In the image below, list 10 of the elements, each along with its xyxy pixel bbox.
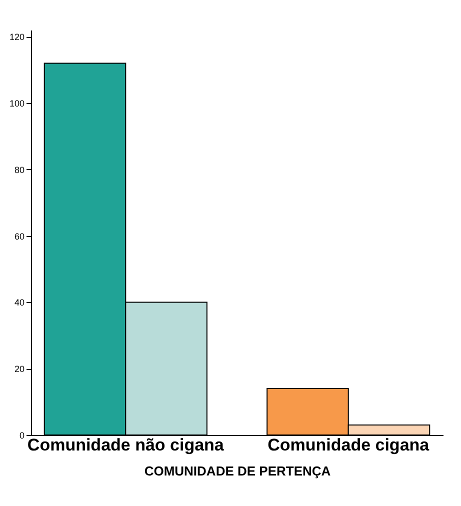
- y-tick-label: 40: [14, 298, 24, 308]
- y-tick-label: 100: [9, 98, 24, 109]
- y-tick-label: 20: [14, 364, 24, 374]
- y-tick-label: 0: [19, 430, 24, 440]
- x-tick-label: Comunidade não cigana: [27, 436, 224, 454]
- y-tick-label: 120: [9, 32, 24, 42]
- x-tick-label: Comunidade cigana: [268, 436, 430, 454]
- y-tick-label: 60: [14, 231, 24, 242]
- x-axis-title: COMUNIDADE DE PERTENÇA: [144, 464, 332, 478]
- y-tick-label: 80: [14, 164, 24, 175]
